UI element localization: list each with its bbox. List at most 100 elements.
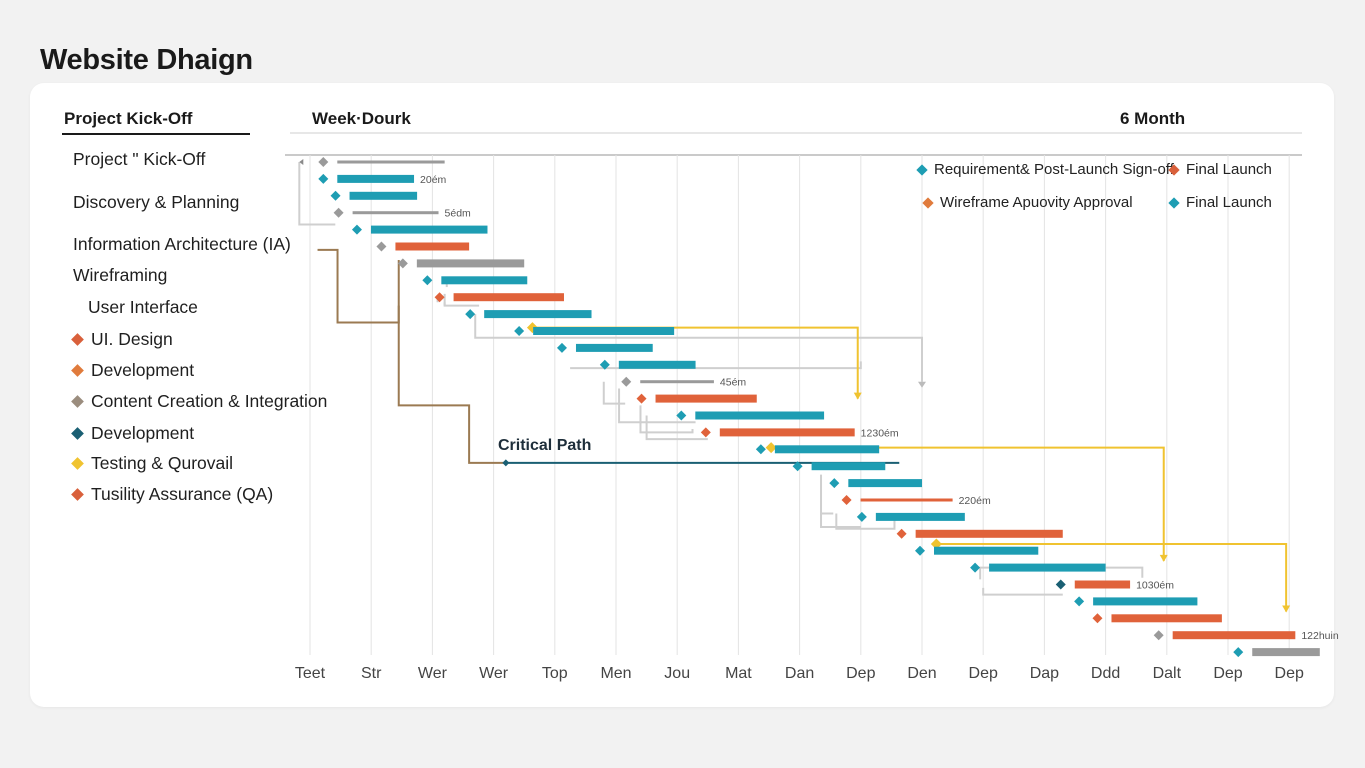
legend-item: Final Launch (1168, 194, 1272, 211)
legend-label: Requirement& Post-Launch Sign-off (934, 161, 1174, 178)
x-tick-label: Dan (785, 665, 814, 682)
gantt-bar (441, 276, 528, 285)
gantt-bar (453, 293, 564, 302)
task-label-text: User Interface (88, 296, 198, 317)
brown-connector (317, 248, 400, 324)
critical-path-label: Critical Path (498, 437, 592, 454)
gantt-bar (934, 546, 1039, 555)
critical-path-start-marker (502, 459, 510, 467)
gantt-bar (352, 211, 439, 215)
yellow-arrowhead (1282, 605, 1291, 613)
task-start-marker (599, 359, 610, 370)
gantt-bar (484, 310, 592, 319)
yellow-arrowhead (853, 392, 862, 400)
x-tick-label: Dep (969, 665, 998, 682)
x-tick-label: Dep (1275, 665, 1304, 682)
gantt-bar (655, 394, 757, 403)
dependency-connector (820, 474, 834, 515)
x-tick-label: Top (542, 665, 568, 682)
task-label: Information Architecture (IA) (73, 233, 291, 255)
task-label-text: Development (91, 359, 195, 380)
task-start-marker (700, 427, 711, 438)
task-start-marker (465, 309, 476, 320)
dependency-connector (602, 381, 626, 405)
legend-item: Final Launch (1168, 161, 1272, 178)
gantt-bar (618, 360, 696, 369)
task-start-marker (915, 545, 925, 556)
task-start-marker (1074, 596, 1085, 607)
x-tick-label: Dep (846, 665, 875, 682)
yellow-connector (775, 446, 1165, 561)
task-start-marker (896, 528, 907, 539)
task-start-marker (1055, 579, 1066, 590)
gantt-bar (1252, 648, 1320, 657)
task-label: UI. Design (71, 328, 173, 350)
task-marker-icon (71, 487, 84, 501)
task-start-marker (318, 157, 329, 167)
task-start-marker (841, 495, 852, 505)
bar-end-label: 5édm (445, 208, 472, 220)
yellow-arrowhead (1159, 554, 1168, 562)
task-label: Wireframing (73, 264, 167, 286)
task-start-marker (422, 275, 433, 286)
task-marker-icon (71, 426, 84, 440)
x-tick-label: Den (907, 665, 936, 682)
task-start-marker (829, 478, 840, 489)
x-tick-label: Jou (664, 665, 690, 682)
task-start-marker (376, 241, 387, 252)
timeline-header-left: Week·Dourk (312, 109, 411, 128)
task-start-marker (556, 342, 567, 353)
brown-connector (397, 305, 506, 464)
x-tick-label: Teet (295, 665, 326, 682)
dependency-connector (570, 361, 862, 370)
bar-end-label: 45ém (720, 377, 747, 389)
gantt-bar (370, 225, 488, 234)
legend-label: Wireframe Apuovity Approval (940, 194, 1133, 211)
x-tick-label: Dep (1213, 665, 1242, 682)
task-start-marker (397, 258, 408, 269)
x-tick-label: Ddd (1091, 665, 1120, 682)
task-label: Development (71, 359, 195, 381)
gantt-bar (875, 512, 965, 521)
yellow-connector (940, 542, 1288, 612)
x-tick-label: Wer (479, 665, 509, 682)
task-label: Testing & Qurovail (71, 452, 234, 474)
task-start-marker (434, 292, 445, 303)
task-start-marker (676, 410, 687, 421)
task-start-marker (636, 393, 647, 404)
task-start-marker (856, 511, 867, 522)
legend-marker-icon (916, 163, 928, 176)
legend-item: Requirement& Post-Launch Sign-off (916, 161, 1174, 178)
milestone-marker (930, 538, 942, 550)
task-label: Development (71, 422, 194, 444)
page-title: Website Dhaign (40, 44, 253, 76)
gantt-bar (811, 462, 886, 471)
task-list-header-underline (62, 133, 250, 135)
dependency-connector (474, 314, 923, 382)
gantt-bar (349, 191, 418, 200)
legend-label: Final Launch (1186, 161, 1272, 178)
gantt-bar (395, 242, 470, 251)
gantt-bar (848, 479, 922, 488)
task-label-text: Testing & Qurovail (91, 452, 234, 473)
task-marker-icon (71, 363, 84, 377)
legend-marker-icon (922, 196, 934, 209)
gantt-bar (1074, 580, 1131, 589)
timeline-header-right: 6 Month (1120, 109, 1186, 128)
x-tick-label: Men (600, 665, 631, 682)
task-start-marker (351, 224, 362, 235)
gantt-bar (1111, 614, 1222, 623)
task-label: Project " Kick-Off (73, 148, 205, 170)
task-label-text: Wireframing (73, 264, 168, 285)
x-tick-label: Wer (418, 665, 448, 682)
dependency-connector (820, 513, 861, 529)
task-marker-icon (71, 332, 84, 346)
gantt-bar (337, 160, 445, 164)
gantt-bar (416, 259, 525, 268)
task-start-marker (1233, 647, 1244, 658)
task-marker-icon (71, 394, 84, 408)
task-marker-icon (71, 456, 84, 470)
task-label: Discovery & Planning (73, 191, 239, 213)
bar-end-label: 220ém (959, 495, 991, 507)
dependency-connector (298, 162, 336, 226)
